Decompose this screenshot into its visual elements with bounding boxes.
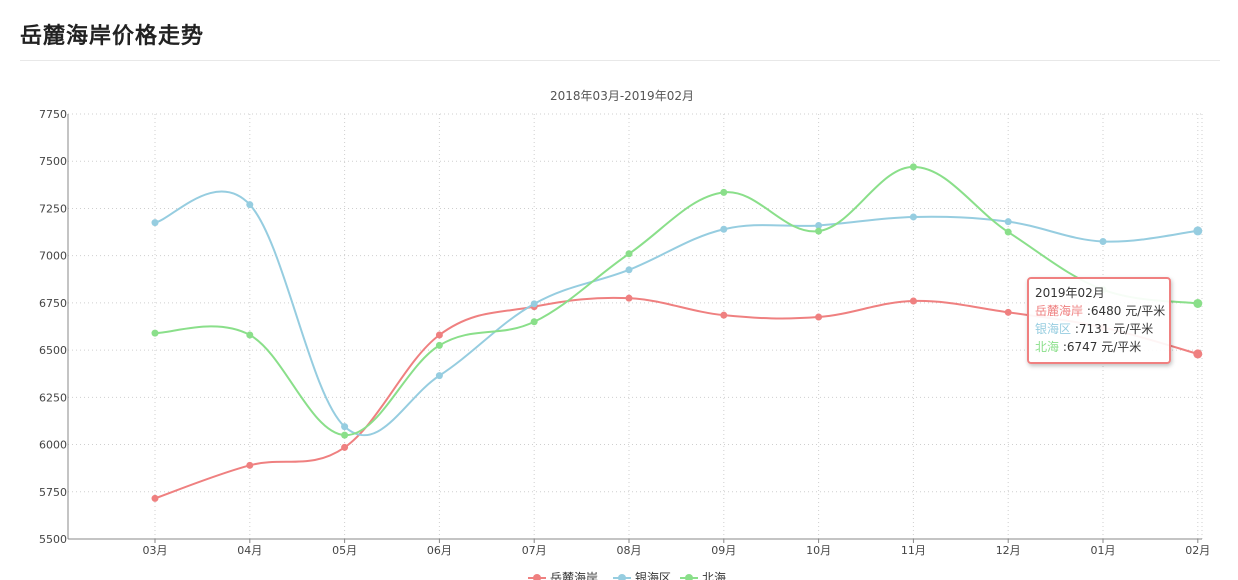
data-point bbox=[1004, 308, 1012, 316]
data-point bbox=[435, 331, 443, 339]
data-point bbox=[625, 250, 633, 258]
data-point bbox=[151, 329, 159, 337]
x-tick-label: 12月 bbox=[996, 544, 1021, 557]
y-tick-label: 7250 bbox=[39, 202, 67, 215]
data-point bbox=[151, 219, 159, 227]
legend-marker bbox=[533, 574, 541, 580]
data-point bbox=[909, 213, 917, 221]
y-tick-label: 7000 bbox=[39, 250, 67, 263]
data-point bbox=[341, 443, 349, 451]
tooltip-series-name: 银海区 bbox=[1035, 322, 1072, 336]
y-tick-label: 6000 bbox=[39, 439, 67, 452]
data-point bbox=[815, 313, 823, 321]
tooltip-unit: 元/平米 bbox=[1121, 304, 1166, 318]
legend-marker bbox=[685, 574, 693, 580]
chart-subtitle: 2018年03月-2019年02月 bbox=[550, 89, 694, 103]
data-point bbox=[815, 221, 823, 229]
legend-label: 岳麓海岸 bbox=[550, 570, 598, 580]
data-point bbox=[815, 227, 823, 235]
tooltip-unit: 元/平米 bbox=[1097, 340, 1142, 354]
title-divider bbox=[20, 60, 1220, 61]
x-tick-label: 10月 bbox=[806, 544, 831, 557]
tooltip-series-name: 北海 bbox=[1035, 340, 1060, 354]
x-tick-label: 08月 bbox=[617, 544, 642, 557]
tooltip-title: 2019年02月 bbox=[1035, 286, 1105, 300]
tooltip-row-beihai: 北海 :6747 元/平米 bbox=[1035, 338, 1163, 356]
data-point bbox=[1004, 228, 1012, 236]
tooltip-separator: : bbox=[1071, 322, 1079, 336]
tooltip-value: 7131 bbox=[1078, 322, 1110, 336]
x-tick-label: 02月 bbox=[1185, 544, 1210, 557]
y-tick-label: 6250 bbox=[39, 391, 67, 404]
data-point bbox=[625, 294, 633, 302]
legend-label: 北海 bbox=[702, 570, 726, 580]
data-point bbox=[720, 188, 728, 196]
data-point bbox=[341, 423, 349, 431]
data-point bbox=[720, 225, 728, 233]
data-point bbox=[435, 372, 443, 380]
tooltip-row-yinhai: 银海区 :7131 元/平米 bbox=[1035, 320, 1163, 338]
data-point bbox=[246, 201, 254, 209]
x-tick-label: 09月 bbox=[711, 544, 736, 557]
data-point bbox=[1099, 238, 1107, 245]
tooltip-separator: : bbox=[1083, 304, 1091, 318]
data-point bbox=[246, 331, 254, 339]
data-point bbox=[151, 494, 159, 502]
data-point bbox=[1193, 349, 1203, 359]
data-point bbox=[1193, 226, 1203, 236]
legend-label: 银海区 bbox=[635, 570, 671, 580]
data-point bbox=[435, 341, 443, 349]
data-point bbox=[625, 266, 633, 274]
x-tick-label: 03月 bbox=[143, 544, 168, 557]
x-tick-label: 06月 bbox=[427, 544, 452, 557]
tooltip-unit: 元/平米 bbox=[1109, 322, 1154, 336]
y-tick-label: 5750 bbox=[39, 486, 67, 499]
data-point bbox=[530, 318, 538, 326]
tooltip-value: 6480 bbox=[1090, 304, 1122, 318]
tooltip-separator: : bbox=[1059, 340, 1067, 354]
tooltip-value: 6747 bbox=[1066, 340, 1098, 354]
x-tick-label: 11月 bbox=[901, 544, 926, 557]
data-point bbox=[909, 163, 917, 171]
y-tick-label: 7500 bbox=[39, 155, 67, 168]
chart-tooltip: 2019年02月 岳麓海岸 :6480 元/平米 银海区 :7131 元/平米 … bbox=[1027, 277, 1171, 364]
data-point bbox=[909, 297, 917, 305]
tooltip-series-name: 岳麓海岸 bbox=[1035, 304, 1084, 318]
data-point bbox=[1004, 218, 1012, 226]
x-tick-label: 01月 bbox=[1091, 544, 1116, 557]
data-point bbox=[720, 311, 728, 319]
y-tick-label: 5500 bbox=[39, 533, 67, 546]
y-tick-label: 6750 bbox=[39, 297, 67, 310]
data-point bbox=[530, 300, 538, 308]
x-tick-label: 07月 bbox=[522, 544, 547, 557]
legend-marker bbox=[618, 574, 626, 580]
tooltip-row-yuelu: 岳麓海岸 :6480 元/平米 bbox=[1035, 302, 1166, 320]
data-point bbox=[246, 461, 254, 469]
data-point bbox=[1193, 298, 1203, 308]
data-point bbox=[341, 431, 349, 439]
x-tick-label: 04月 bbox=[237, 544, 262, 557]
y-tick-label: 7750 bbox=[39, 108, 67, 121]
y-tick-label: 6500 bbox=[39, 344, 67, 357]
x-tick-label: 05月 bbox=[332, 544, 357, 557]
page-title: 岳麓海岸价格走势 bbox=[20, 24, 205, 49]
